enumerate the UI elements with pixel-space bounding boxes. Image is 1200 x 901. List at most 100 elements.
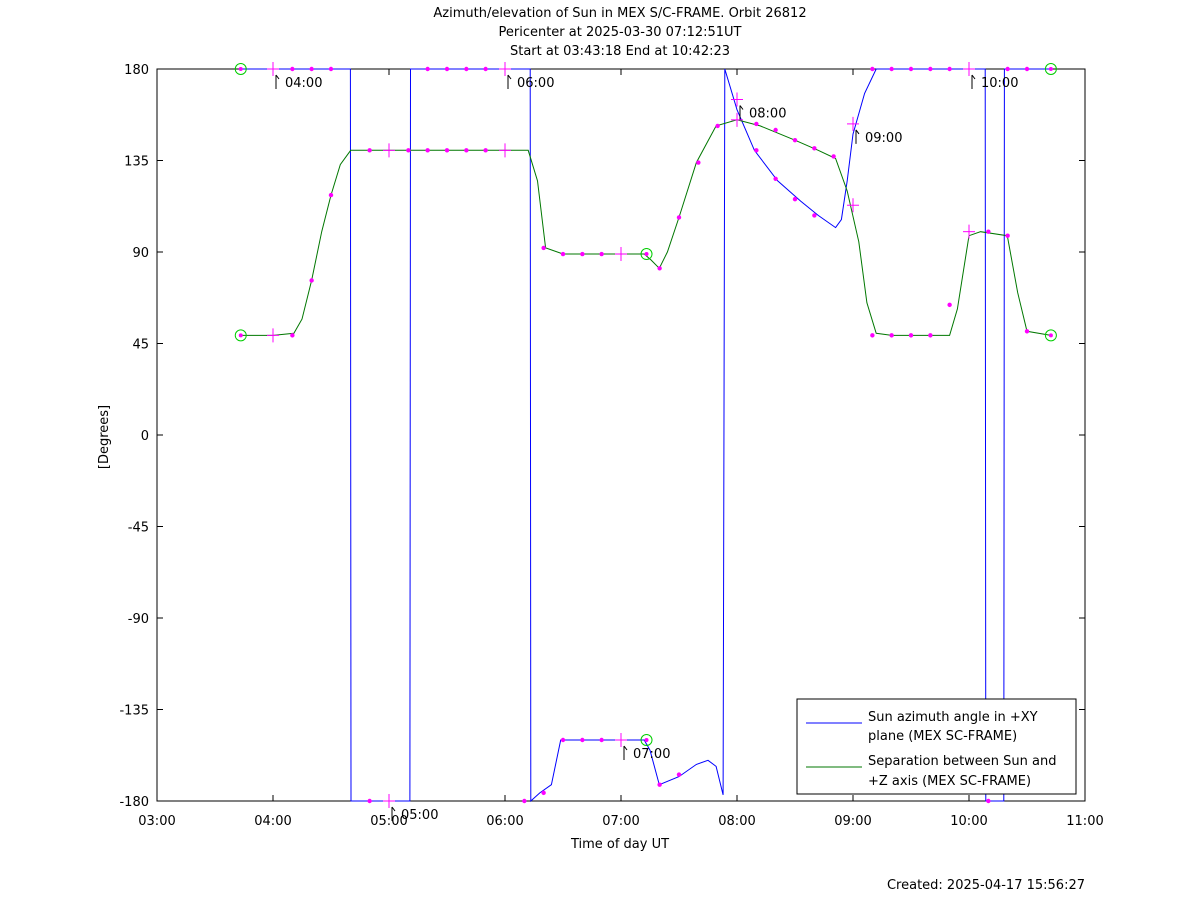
legend-label-azimuth-2: plane (MEX SC-FRAME) <box>868 729 1017 744</box>
y-tick-label: -180 <box>119 795 149 810</box>
x-tick-label: 11:00 <box>1066 814 1103 829</box>
x-tick-label: 07:00 <box>602 814 639 829</box>
plot-frame <box>156 68 1086 802</box>
x-tick-label: 10:00 <box>950 814 987 829</box>
data-point <box>425 148 430 153</box>
endpoint-marker <box>1044 329 1057 342</box>
endpoint-marker <box>1044 63 1057 75</box>
data-point <box>599 737 604 743</box>
annotation-tick <box>275 74 280 80</box>
data-point <box>792 137 798 143</box>
data-point <box>870 333 875 338</box>
x-tick-label: 03:00 <box>138 814 175 829</box>
y-tick-label: 0 <box>141 429 149 444</box>
data-point <box>406 148 411 153</box>
data-point <box>483 66 488 72</box>
data-point <box>947 66 952 72</box>
hour-annotation-label: 05:00 <box>401 808 438 823</box>
endpoint-dot <box>644 252 649 257</box>
hour-annotation-label: 10:00 <box>981 76 1018 91</box>
hour-annotation-label: 08:00 <box>749 107 786 122</box>
annotation-tick <box>739 105 744 110</box>
endpoint-dot <box>1048 67 1053 71</box>
data-point <box>657 266 662 271</box>
annotation-tick <box>507 74 512 80</box>
hour-annotation-label: 09:00 <box>865 131 902 146</box>
data-point <box>444 148 450 153</box>
data-point <box>444 66 450 72</box>
data-point <box>870 66 875 72</box>
data-point <box>367 148 372 153</box>
hour-annotations: 04:00 05:00 06:00 07:00 08:00 09:00 10:00 <box>275 74 1018 823</box>
data-point <box>773 176 778 181</box>
annotation-tick <box>623 745 628 751</box>
hour-annotation-label: 07:00 <box>633 747 670 762</box>
endpoint-marker <box>640 248 653 261</box>
x-tick-label: 08:00 <box>718 814 755 829</box>
x-tick-label: 06:00 <box>486 814 523 829</box>
data-point <box>657 782 662 787</box>
data-point <box>754 148 759 153</box>
marker-layer <box>234 62 1057 808</box>
hour-annotation-label: 04:00 <box>285 76 322 91</box>
title-line-2: Pericenter at 2025-03-30 07:12:51UT <box>498 25 741 40</box>
data-point <box>831 154 836 159</box>
data-point <box>1005 233 1010 238</box>
x-axis: 03:00 04:00 05:00 06:00 07:00 08:00 09:00 10:00… <box>138 69 1104 829</box>
data-point <box>541 790 546 796</box>
data-point <box>290 66 295 72</box>
data-point <box>328 66 334 72</box>
annotation-tick <box>971 74 976 80</box>
endpoint-dot <box>644 738 649 742</box>
data-point <box>986 229 991 234</box>
y-axis: 180 135 90 45 0 -45 -90 -135 -180 <box>119 63 1085 810</box>
annotation-tick <box>391 806 396 812</box>
legend-label-separation-1: Separation between Sun and <box>868 754 1056 769</box>
data-point <box>290 333 295 338</box>
endpoint-marker <box>234 63 247 75</box>
x-tick-label: 04:00 <box>254 814 291 829</box>
data-point <box>464 148 469 153</box>
azimuth-series-line <box>240 68 1051 803</box>
endpoint-marker <box>640 734 653 746</box>
data-point <box>425 66 430 72</box>
data-point <box>908 66 914 72</box>
y-tick-label: -45 <box>128 521 149 536</box>
series-layer <box>240 68 1051 803</box>
data-point <box>464 66 469 72</box>
data-point <box>792 196 798 202</box>
separation-series-line <box>240 119 1051 336</box>
x-tick-label: 05:00 <box>370 814 407 829</box>
data-point <box>1024 66 1030 72</box>
data-point <box>599 251 604 257</box>
legend-box <box>796 698 1077 795</box>
data-point <box>908 333 914 338</box>
title-line-1: Azimuth/elevation of Sun in MEX S/C-FRAM… <box>433 6 806 21</box>
hour-annotation-label: 06:00 <box>517 76 554 91</box>
y-tick-label: -90 <box>128 612 149 627</box>
data-point <box>812 146 817 151</box>
data-point <box>889 333 894 338</box>
data-point <box>483 148 488 153</box>
endpoint-dot <box>238 67 243 71</box>
data-point <box>560 251 566 257</box>
data-point <box>1024 329 1030 334</box>
y-tick-label: -135 <box>119 704 149 719</box>
data-point <box>580 737 585 743</box>
data-point <box>715 123 720 129</box>
data-point <box>928 333 933 338</box>
created-timestamp: Created: 2025-04-17 15:56:27 <box>887 878 1085 893</box>
x-tick-label: 09:00 <box>834 814 871 829</box>
data-point <box>676 772 682 777</box>
data-point <box>889 66 894 72</box>
endpoint-marker <box>234 329 247 342</box>
data-point <box>754 121 759 127</box>
legend-label-separation-2: +Z axis (MEX SC-FRAME) <box>868 774 1031 789</box>
y-tick-label: 180 <box>124 63 149 78</box>
data-point <box>522 798 527 804</box>
data-point <box>309 66 314 72</box>
data-point <box>676 215 682 220</box>
data-point <box>367 798 372 804</box>
data-point <box>947 302 952 308</box>
